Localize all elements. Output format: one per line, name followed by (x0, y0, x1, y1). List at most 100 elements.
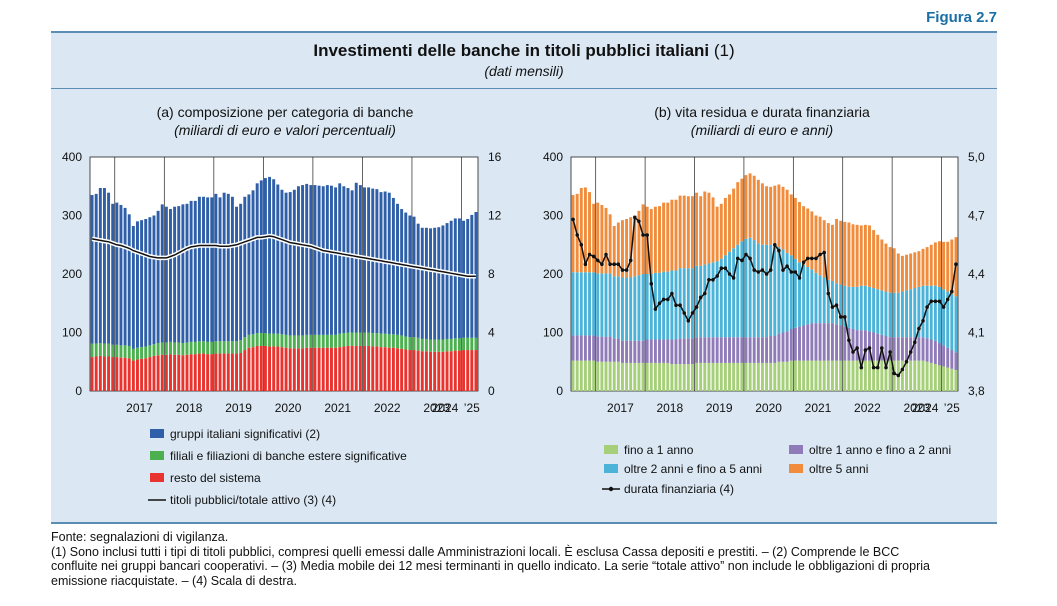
chart-b-bar-s0-13 (625, 362, 629, 391)
chart-b-bar-s0-69 (855, 360, 859, 391)
chart-b-bar-s2-2 (579, 272, 583, 336)
chart-b-line-point-6 (596, 258, 600, 263)
chart-b-bar-s3-34 (711, 197, 715, 263)
chart-b-line-point-81 (904, 359, 909, 364)
chart-a-bar-s2-0 (90, 195, 94, 344)
chart-a-bar-s1-15 (152, 344, 156, 356)
chart-b-bar-s2-88 (933, 285, 937, 341)
chart-a-bar-s0-83 (433, 351, 437, 391)
chart-b-xtick-6: 2023 (903, 401, 930, 415)
chart-b-bar-s0-90 (942, 366, 946, 391)
chart-b-line-point-79 (896, 373, 901, 378)
chart-b-bar-s3-6 (596, 202, 600, 274)
chart-a-bar-s2-88 (453, 218, 457, 339)
chart-b-bar-s1-19 (649, 339, 653, 363)
chart-b-bar-s0-39 (732, 362, 736, 391)
chart-a-bar-s0-35 (235, 353, 238, 391)
chart-a-bar-s1-41 (259, 333, 263, 346)
chart-a-bar-s2-29 (210, 197, 214, 342)
chart-a-legend-item-1-swatch (150, 451, 164, 460)
chart-a-bar-s2-24 (189, 200, 193, 342)
chart-b-bar-s1-71 (863, 330, 867, 361)
chart-a-bar-s2-25 (193, 200, 197, 342)
chart-b-line-point-74 (875, 365, 880, 370)
chart-b-bar-s0-18 (645, 362, 649, 391)
chart-b-bar-s2-61 (822, 277, 826, 324)
chart-a-bar-s0-14 (148, 357, 152, 391)
chart-a-bar-s2-43 (268, 176, 272, 334)
chart-a-bar-s2-93 (474, 211, 478, 338)
chart-a-bar-s2-76 (404, 212, 408, 337)
chart-a-bar-s1-57 (325, 334, 329, 348)
chart-b-line-point-27 (682, 311, 686, 315)
chart-a-bar-s1-68 (371, 333, 375, 347)
chart-b-line-point-51 (781, 268, 785, 272)
chart-b-bar-s2-23 (666, 271, 670, 340)
chart-b-bar-s1-86 (925, 338, 929, 362)
chart-a-bar-s0-19 (169, 354, 172, 391)
chart-b-line-point-83 (913, 340, 917, 345)
chart-b-line-point-0 (571, 217, 575, 222)
chart-b-ytick-left-2: 200 (543, 267, 563, 281)
chart-b-bar-s3-47 (765, 186, 769, 245)
chart-b-bar-s3-23 (666, 202, 670, 272)
chart-b-bar-s0-31 (699, 362, 703, 391)
chart-b-bar-s2-16 (637, 275, 641, 341)
chart-b-bar-s0-3 (583, 360, 587, 391)
chart-b-bar-s3-22 (662, 202, 666, 272)
chart-b-line-point-32 (703, 291, 707, 296)
chart-b-line-point-56 (801, 260, 806, 265)
chart-a-bar-s0-5 (111, 357, 115, 391)
chart-a-xtick-2: 2019 (225, 401, 252, 415)
chart-b-bar-s1-34 (711, 337, 715, 363)
chart-b-bar-s3-61 (822, 220, 826, 278)
chart-b-bar-s2-50 (777, 247, 781, 334)
chart-b-line-point-26 (678, 303, 682, 308)
chart-b-ytick-right-3: 4,1 (968, 326, 985, 340)
chart-a-bar-s0-9 (127, 358, 131, 391)
chart-b-xtick-8: ’25 (944, 401, 960, 415)
chart-b-ytick-right-0: 5,0 (968, 150, 985, 164)
chart-b-line-point-53 (789, 270, 794, 274)
chart-b-bar-s1-11 (616, 338, 620, 362)
chart-b-line-point-13 (624, 268, 629, 272)
chart-b-bar-s0-62 (826, 360, 830, 391)
header-divider (51, 88, 997, 89)
chart-b-bar-s1-46 (760, 337, 764, 363)
chart-a-bar-s2-26 (197, 196, 201, 342)
chart-b-bar-s1-68 (851, 328, 855, 361)
footer-notes: Fonte: segnalazioni di vigilanza. (1) So… (51, 530, 1011, 588)
panel-a-title: (a) composizione per categoria di banche (156, 104, 414, 120)
footer-note-1: (1) Sono inclusi tutti i tipi di titoli … (51, 544, 900, 559)
chart-a-bar-s0-63 (350, 345, 354, 391)
chart-a-bar-s0-8 (123, 357, 127, 391)
panel-b-title: (b) vita residua e durata finanziaria (654, 104, 870, 120)
chart-b-bar-s1-82 (909, 337, 913, 361)
chart-a-bar-s0-79 (416, 350, 420, 391)
chart-b-bar-s1-87 (929, 339, 933, 363)
chart-a-bar-s0-45 (276, 346, 280, 391)
chart-b-bar-s1-65 (839, 325, 843, 361)
chart-a-bar-s1-76 (404, 336, 408, 350)
chart-b-bar-s0-1 (575, 360, 579, 391)
chart-b-line-point-18 (645, 233, 649, 237)
panel-a-title-block: (a) composizione per categoria di banche… (85, 104, 485, 138)
chart-a-bar-s1-22 (181, 343, 185, 356)
chart-a-bar-s1-65 (358, 332, 362, 346)
chart-b-bar-s1-12 (621, 340, 624, 363)
chart-b-line-point-55 (797, 276, 802, 280)
chart-b-line-point-77 (888, 350, 892, 354)
chart-b-bar-s1-15 (633, 340, 637, 363)
chart-b-bar-s0-4 (588, 360, 591, 391)
chart-a-bar-s2-23 (185, 203, 189, 343)
chart-b-bar-s2-70 (859, 285, 863, 331)
chart-a-bar-s0-3 (102, 356, 106, 391)
chart-b-bar-s3-83 (913, 252, 917, 289)
chart-a-bar-s2-81 (424, 227, 428, 339)
chart-a-bar-s2-90 (462, 220, 466, 338)
chart-b-bar-s1-8 (604, 336, 608, 362)
chart-b-bar-s2-21 (658, 272, 661, 340)
chart-b-line-point-2 (579, 243, 584, 247)
chart-b-bar-s2-24 (670, 270, 674, 340)
chart-a-bar-s1-87 (449, 338, 453, 352)
